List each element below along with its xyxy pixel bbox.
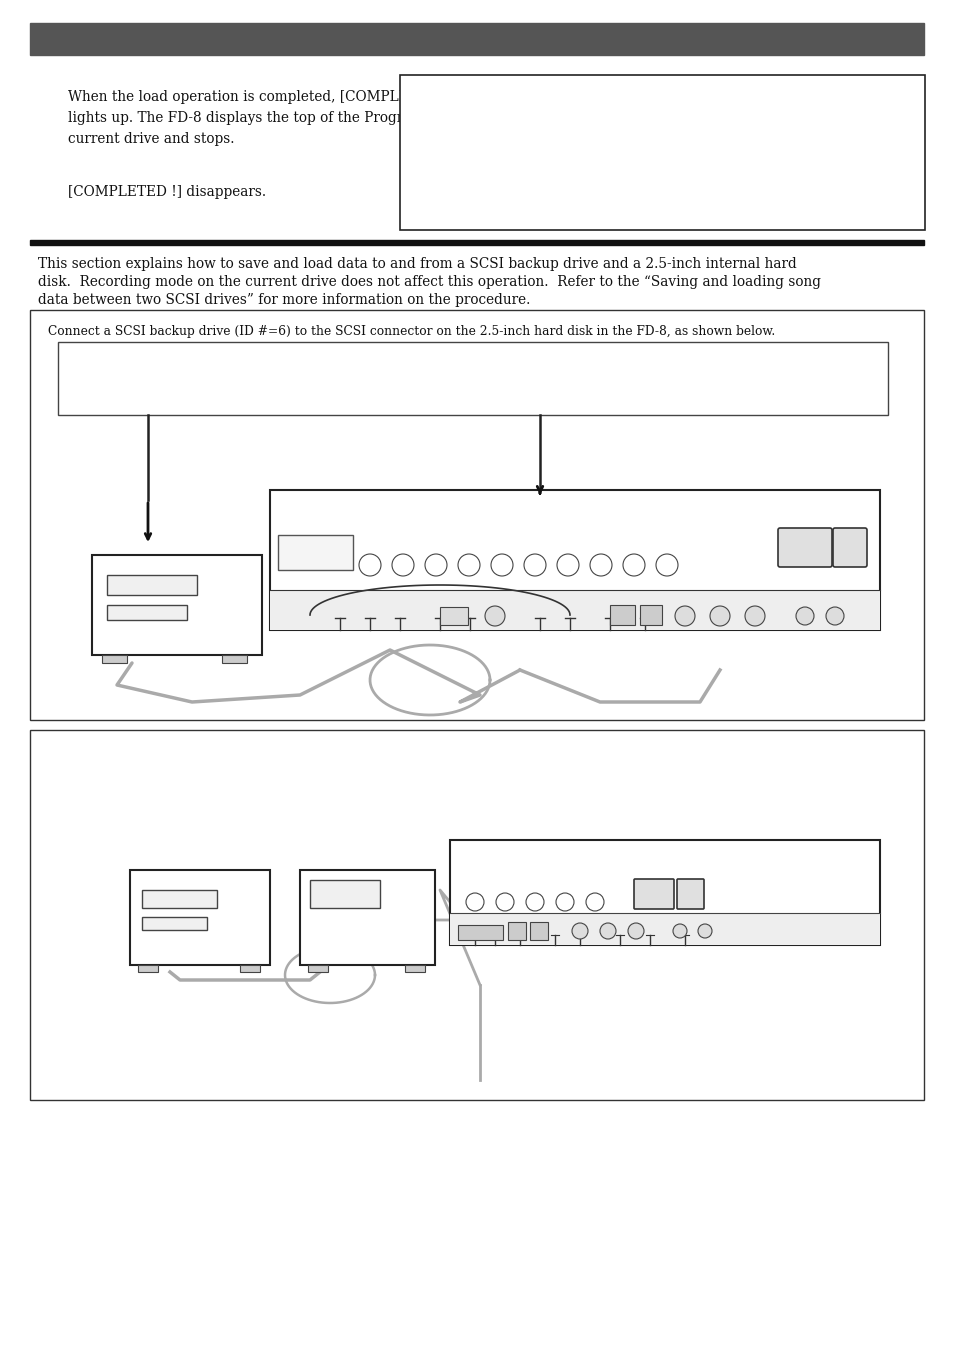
Text: Connect a SCSI backup drive (ID #=6) to the SCSI connector on the 2.5-inch hard : Connect a SCSI backup drive (ID #=6) to … — [48, 326, 775, 338]
FancyBboxPatch shape — [778, 528, 831, 567]
Circle shape — [698, 924, 711, 938]
Bar — [30, 23, 923, 55]
Bar — [58, 342, 887, 415]
Circle shape — [795, 607, 813, 626]
FancyBboxPatch shape — [634, 880, 673, 909]
Bar — [530, 921, 547, 940]
Circle shape — [572, 923, 587, 939]
Text: This section explains how to save and load data to and from a SCSI backup drive : This section explains how to save and lo… — [38, 257, 796, 272]
Text: data between two SCSI drives” for more information on the procedure.: data between two SCSI drives” for more i… — [38, 293, 530, 307]
Circle shape — [484, 607, 504, 626]
Circle shape — [744, 607, 764, 626]
Circle shape — [491, 554, 513, 576]
Bar — [270, 490, 879, 630]
Circle shape — [557, 554, 578, 576]
Text: When the load operation is completed, [COMPLETED !]
lights up. The FD-8 displays: When the load operation is completed, [C… — [68, 91, 468, 146]
Circle shape — [589, 554, 612, 576]
Bar — [399, 76, 924, 230]
Bar — [639, 605, 661, 626]
Circle shape — [358, 554, 380, 576]
Bar — [30, 730, 923, 1100]
Bar — [142, 917, 207, 929]
Circle shape — [825, 607, 843, 626]
FancyBboxPatch shape — [677, 880, 703, 909]
Bar — [142, 890, 216, 908]
Circle shape — [465, 893, 483, 911]
Bar — [308, 965, 328, 971]
FancyBboxPatch shape — [832, 528, 866, 567]
Circle shape — [496, 893, 514, 911]
Bar — [507, 921, 525, 940]
Bar — [310, 880, 379, 908]
Bar — [450, 840, 879, 944]
Circle shape — [585, 893, 603, 911]
Bar — [450, 913, 879, 944]
Circle shape — [424, 554, 447, 576]
Bar — [107, 605, 187, 620]
Bar — [222, 655, 247, 663]
Circle shape — [672, 924, 686, 938]
Bar — [30, 240, 923, 245]
Circle shape — [556, 893, 574, 911]
Circle shape — [656, 554, 678, 576]
Text: disk.  Recording mode on the current drive does not affect this operation.  Refe: disk. Recording mode on the current driv… — [38, 276, 821, 289]
Bar — [102, 655, 127, 663]
Circle shape — [523, 554, 545, 576]
Circle shape — [622, 554, 644, 576]
Text: [COMPLETED !] disappears.: [COMPLETED !] disappears. — [68, 185, 266, 199]
Bar — [277, 535, 353, 570]
Circle shape — [627, 923, 643, 939]
Bar — [130, 870, 270, 965]
Bar — [270, 590, 879, 630]
Bar — [299, 870, 435, 965]
Bar — [138, 965, 158, 971]
Bar — [439, 607, 468, 626]
Circle shape — [392, 554, 414, 576]
Bar — [405, 965, 424, 971]
Circle shape — [709, 607, 729, 626]
Circle shape — [525, 893, 543, 911]
Bar — [609, 605, 635, 626]
Bar — [457, 925, 502, 940]
Bar — [107, 576, 196, 594]
Bar — [91, 555, 262, 655]
Bar — [240, 965, 260, 971]
Circle shape — [675, 607, 695, 626]
Circle shape — [457, 554, 479, 576]
Circle shape — [599, 923, 616, 939]
Bar — [30, 309, 923, 720]
